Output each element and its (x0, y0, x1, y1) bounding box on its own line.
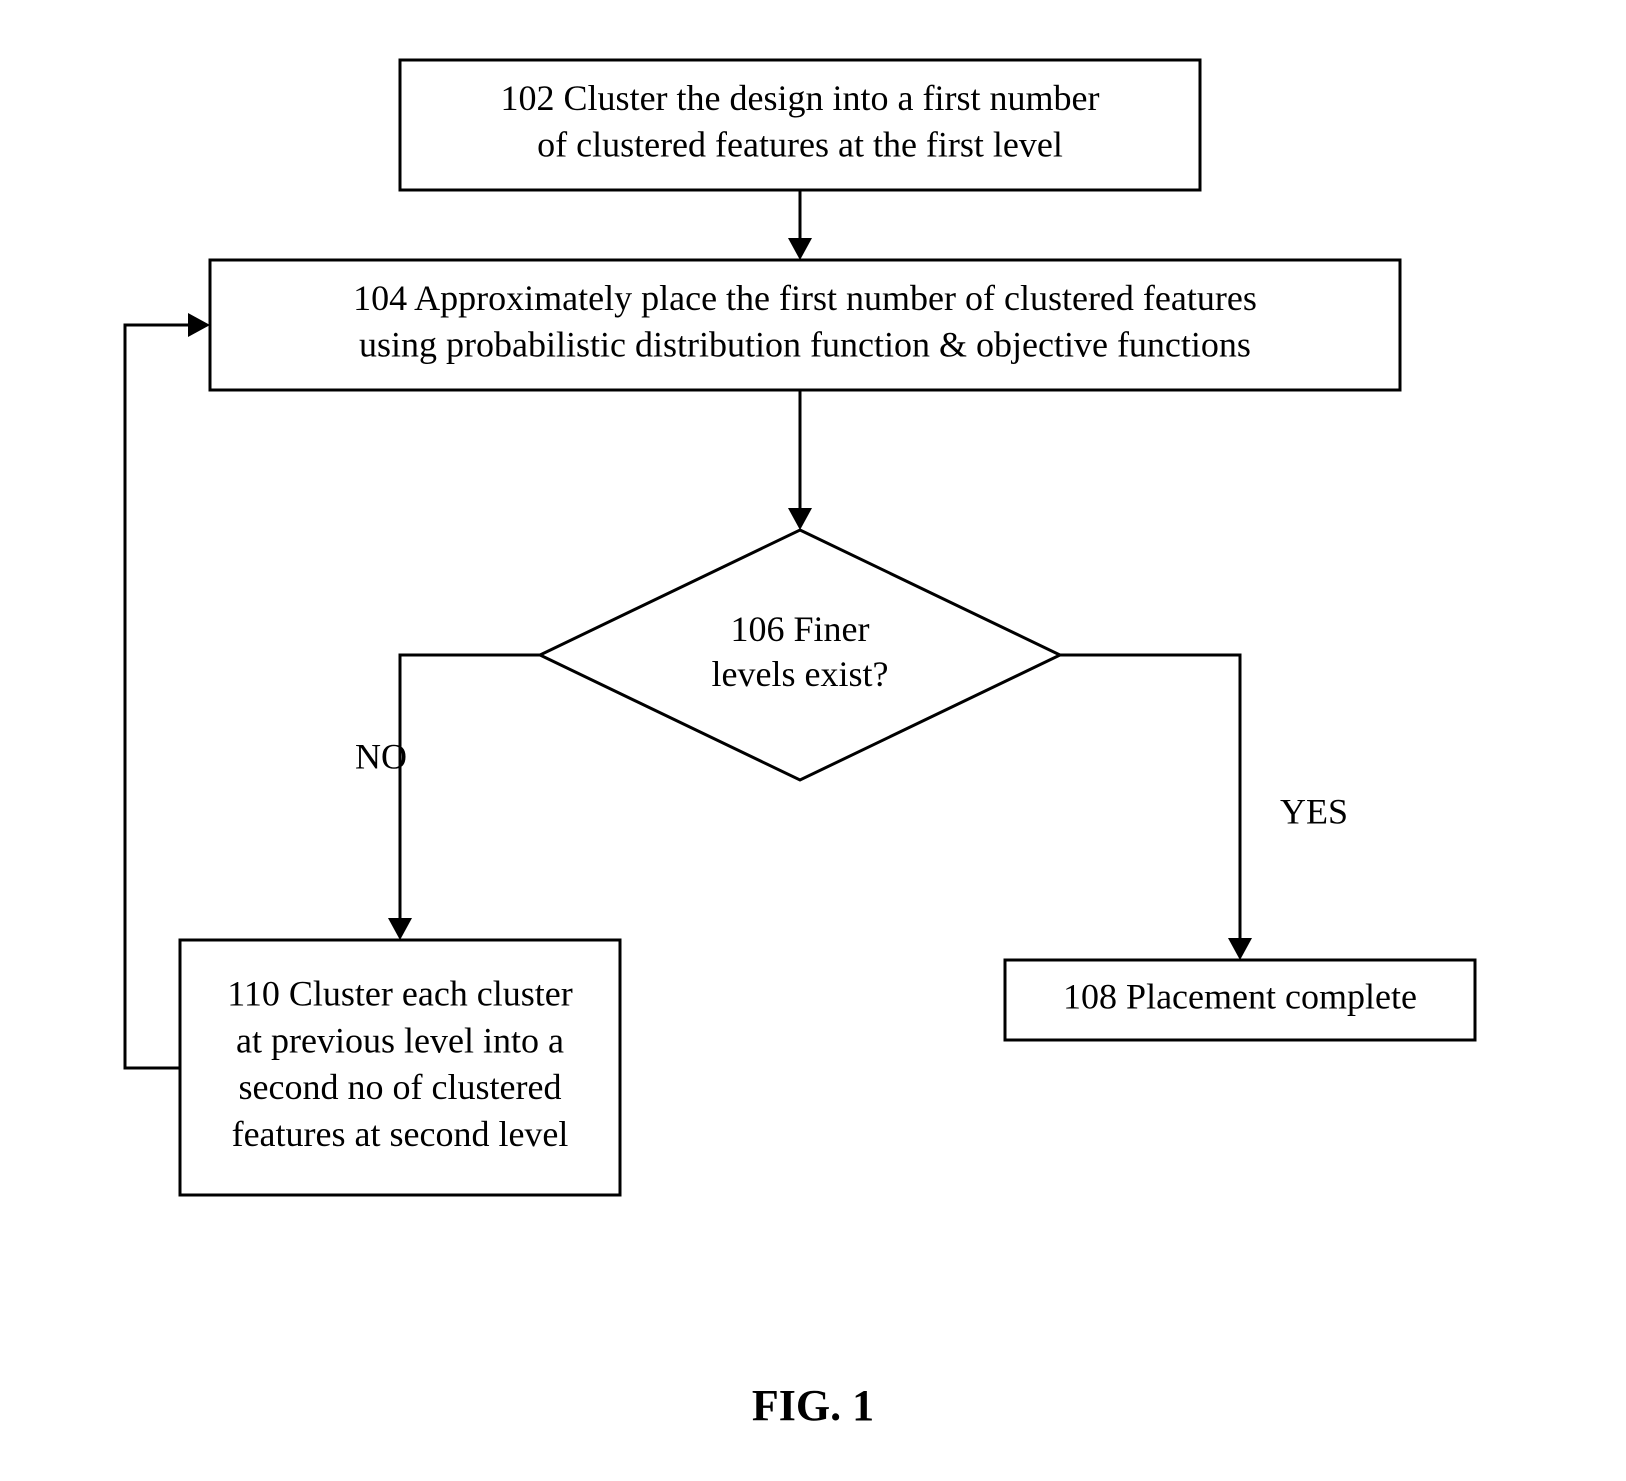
node-n104-line1: using probabilistic distribution functio… (359, 325, 1251, 365)
node-n106-line0: 106 Finer (731, 609, 870, 649)
edge-2-label: NO (355, 736, 407, 776)
edge-0 (788, 190, 812, 260)
node-n110-line2: second no of clustered (239, 1067, 562, 1107)
nodes-layer: 102 Cluster the design into a first numb… (180, 60, 1475, 1195)
edge-4-arrowhead (188, 313, 210, 337)
node-n110-line3: features at second level (232, 1114, 569, 1154)
node-n102: 102 Cluster the design into a first numb… (400, 60, 1200, 190)
node-n104-line0: 104 Approximately place the first number… (353, 278, 1257, 318)
edge-1 (788, 390, 812, 530)
edge-3-arrowhead (1228, 938, 1252, 960)
node-n106: 106 Finer levels exist? (540, 530, 1060, 780)
node-n110-line1: at previous level into a (236, 1020, 564, 1060)
node-n102-line0: 102 Cluster the design into a first numb… (501, 78, 1100, 118)
figure-title: FIG. 1 (752, 1381, 874, 1430)
node-n102-line1: of clustered features at the first level (537, 125, 1063, 165)
node-n110-line0: 110 Cluster each cluster (227, 974, 573, 1014)
node-n108-line0: 108 Placement complete (1063, 976, 1417, 1016)
node-n110: 110 Cluster each cluster at previous leve… (180, 940, 620, 1195)
node-n106-line1: levels exist? (712, 654, 889, 694)
edge-0-arrowhead (788, 238, 812, 260)
edge-3 (1060, 655, 1252, 960)
edge-2-arrowhead (388, 918, 412, 940)
node-n108: 108 Placement complete (1005, 960, 1475, 1040)
edge-2 (388, 655, 540, 940)
edge-3-label: YES (1280, 791, 1348, 831)
edge-1-arrowhead (788, 508, 812, 530)
node-n104: 104 Approximately place the first number… (210, 260, 1400, 390)
